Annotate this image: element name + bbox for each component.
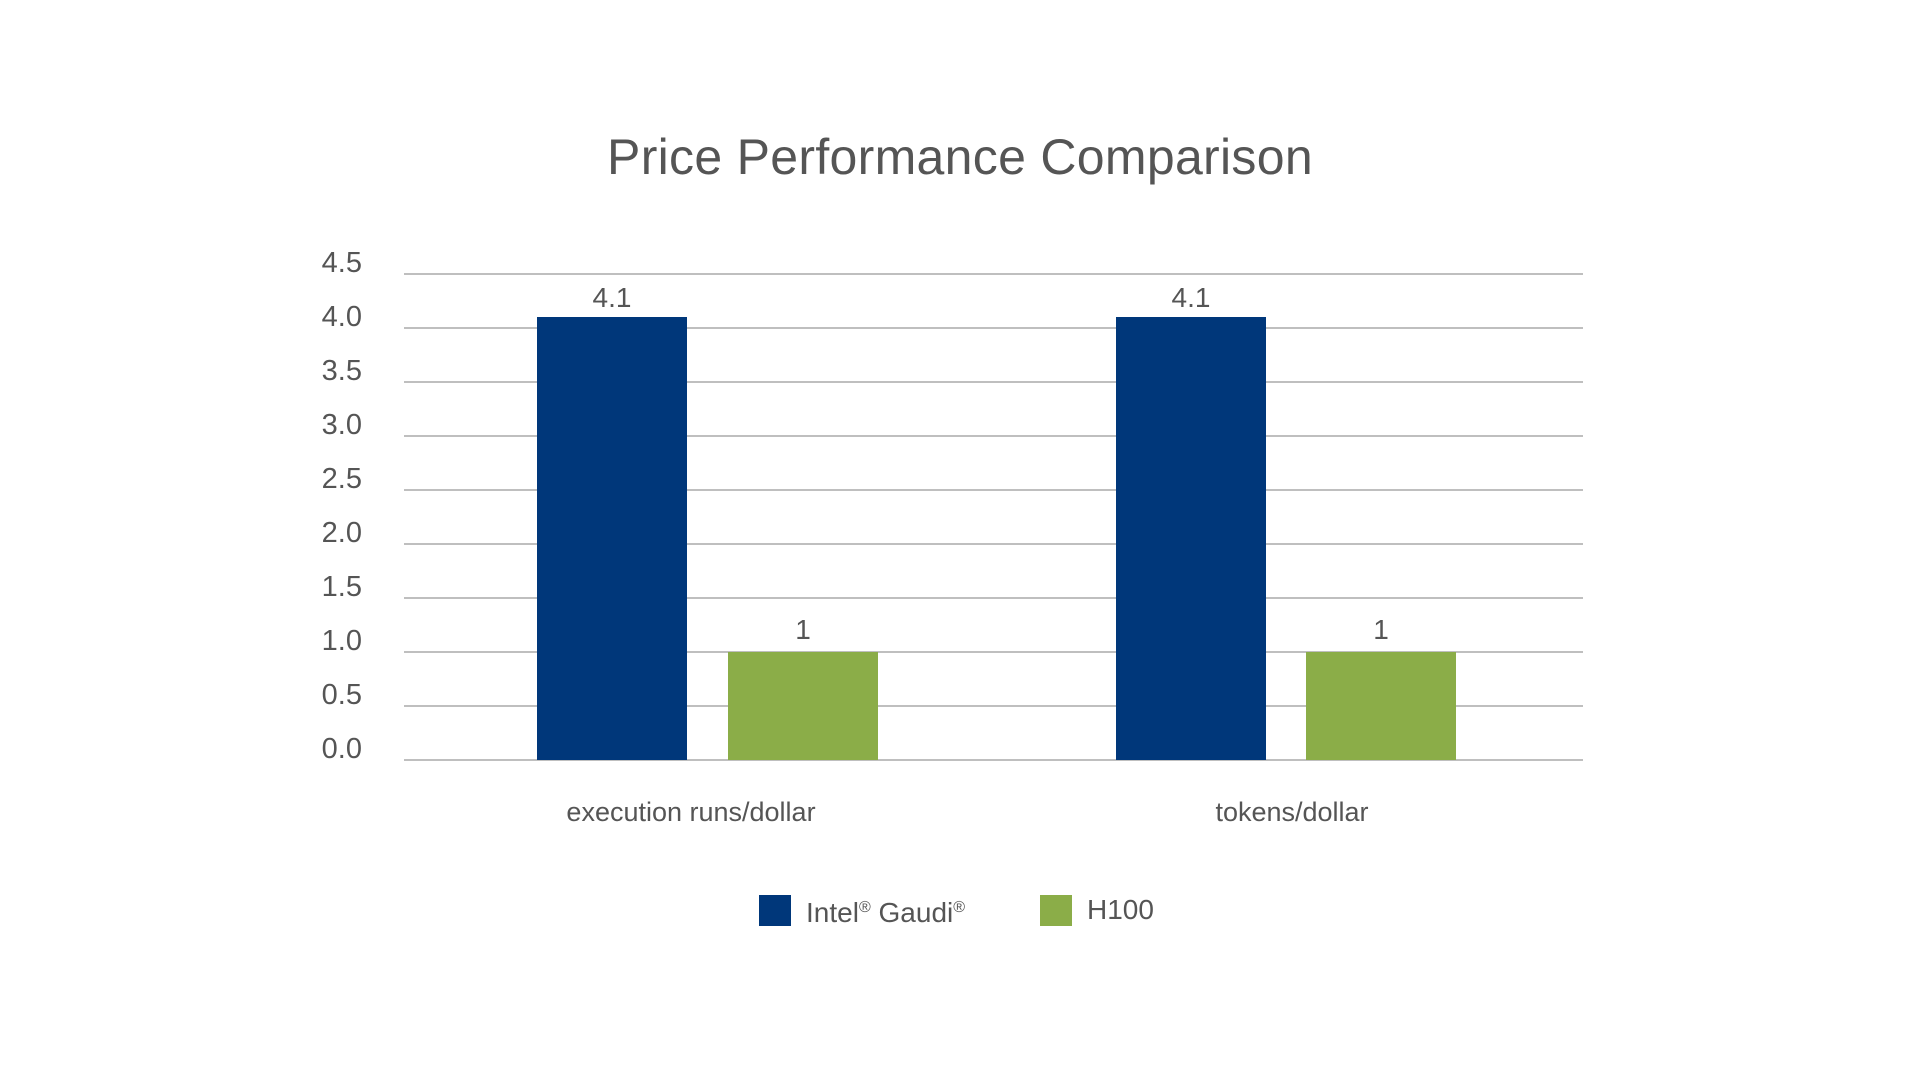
value-label-gaudi-tokens: 4.1 bbox=[1171, 282, 1211, 313]
legend-swatch-gaudi bbox=[759, 894, 791, 926]
bar-h100-tokens bbox=[1306, 652, 1456, 760]
bar-gaudi-tokens bbox=[1116, 317, 1266, 760]
y-tick-label: 3.5 bbox=[321, 355, 362, 387]
gridline-4-5 bbox=[404, 273, 1583, 275]
legend-label-gaudi-brand: Intel bbox=[806, 896, 859, 928]
gridline-2-0 bbox=[404, 543, 1583, 545]
category-label-tokens: tokens/dollar bbox=[1215, 797, 1369, 827]
registered-mark: ® bbox=[953, 898, 966, 916]
legend: Intel® Gaudi® H100 bbox=[0, 892, 1920, 929]
gridline-3-0 bbox=[404, 435, 1583, 437]
bar-h100-execution-runs bbox=[728, 652, 878, 760]
y-tick-label: 3.0 bbox=[321, 409, 362, 441]
registered-mark: ® bbox=[858, 898, 871, 916]
y-tick-label: 0.5 bbox=[321, 679, 362, 711]
legend-swatch-h100 bbox=[1040, 894, 1072, 926]
legend-label-h100: H100 bbox=[1087, 894, 1154, 925]
category-label-execution-runs: execution runs/dollar bbox=[566, 797, 816, 827]
chart-title: Price Performance Comparison bbox=[607, 129, 1313, 185]
value-label-h100-execution-runs: 1 bbox=[795, 614, 811, 645]
y-tick-label: 1.5 bbox=[321, 571, 362, 603]
gridline-3-5 bbox=[404, 381, 1583, 383]
legend-label-gaudi-product: Gaudi bbox=[878, 896, 954, 928]
gridline-4-0 bbox=[404, 327, 1583, 329]
value-label-gaudi-execution-runs: 4.1 bbox=[592, 282, 632, 313]
legend-item-h100: H100 bbox=[1040, 894, 1154, 926]
gridline-0-0-baseline bbox=[404, 759, 1583, 761]
y-tick-label: 4.5 bbox=[321, 247, 362, 279]
value-label-h100-tokens: 1 bbox=[1373, 614, 1389, 645]
y-tick-label: 1.0 bbox=[321, 625, 362, 657]
legend-item-gaudi: Intel® Gaudi® bbox=[759, 892, 965, 929]
y-tick-label: 0.0 bbox=[321, 733, 362, 765]
gridline-2-5 bbox=[404, 489, 1583, 491]
gridline-1-0 bbox=[404, 651, 1583, 653]
gridline-0-5 bbox=[404, 705, 1583, 707]
gridline-1-5 bbox=[404, 597, 1583, 599]
y-tick-label: 4.0 bbox=[321, 301, 362, 333]
bar-gaudi-execution-runs bbox=[537, 317, 687, 760]
y-tick-label: 2.0 bbox=[321, 517, 362, 549]
y-tick-label: 2.5 bbox=[321, 463, 362, 495]
legend-label-gaudi: Intel® Gaudi® bbox=[806, 892, 965, 929]
